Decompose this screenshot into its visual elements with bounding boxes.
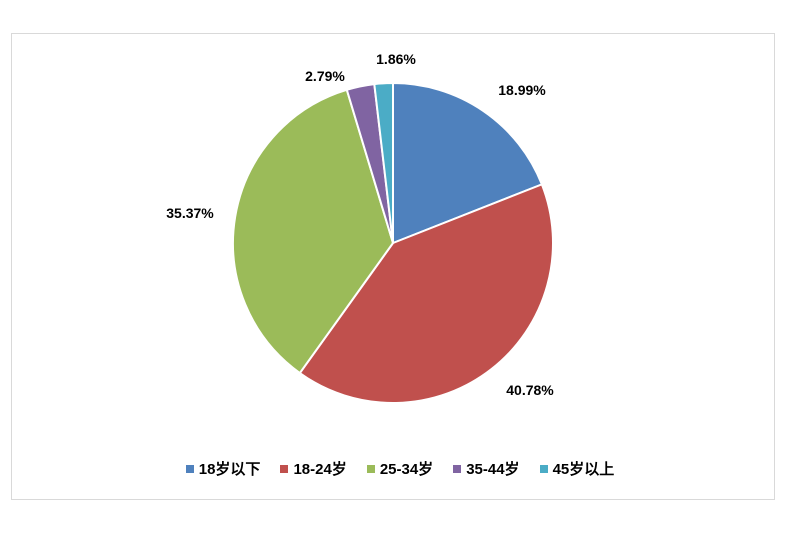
legend: 18岁以下 18-24岁 25-34岁 35-44岁 45岁以上 [0, 458, 800, 479]
pie-slice-0 [392, 81, 544, 245]
data-label: 40.78% [506, 382, 554, 398]
legend-label: 18岁以下 [198, 461, 261, 478]
data-label: 18.99% [498, 82, 546, 98]
legend-label: 35-44岁 [466, 461, 520, 478]
legend-label: 18-24岁 [293, 461, 347, 478]
legend-swatch [366, 464, 375, 473]
legend-item: 18-24岁 [280, 458, 347, 479]
legend-item: 45岁以上 [539, 458, 615, 479]
legend-swatch [280, 464, 289, 473]
data-label: 2.79% [305, 68, 345, 84]
legend-item: 25-34岁 [366, 458, 434, 479]
legend-label: 25-34岁 [379, 461, 434, 478]
chart-area [11, 33, 775, 500]
legend-swatch [453, 464, 462, 473]
data-label: 1.86% [376, 51, 416, 67]
legend-item: 35-44岁 [453, 458, 520, 479]
data-label: 35.37% [166, 205, 214, 221]
legend-swatch [539, 464, 548, 473]
legend-swatch [185, 464, 194, 473]
legend-label: 45岁以上 [552, 461, 615, 478]
pie-slice-2 [232, 88, 395, 375]
pie-slice-4 [373, 81, 394, 244]
legend-item: 18岁以下 [185, 458, 261, 479]
pie-slice-1 [298, 183, 554, 404]
